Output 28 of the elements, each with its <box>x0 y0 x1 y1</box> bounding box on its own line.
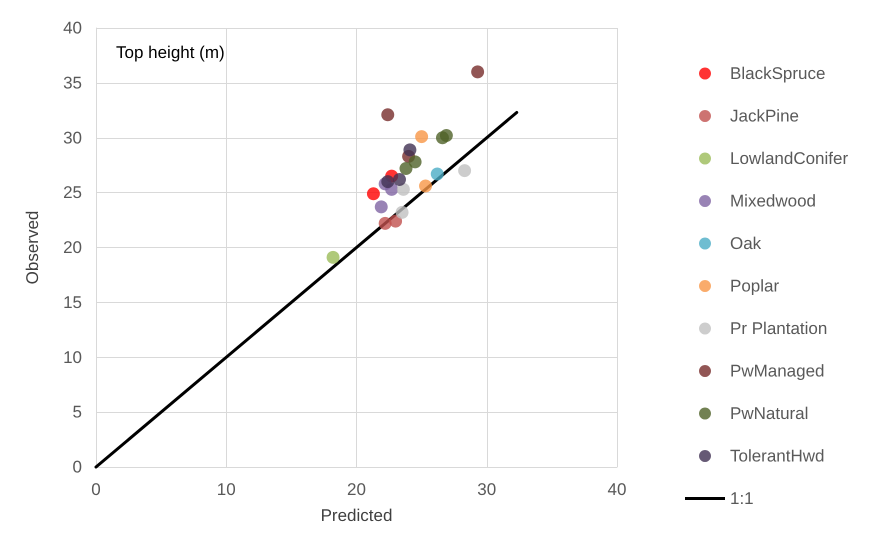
legend-label: Oak <box>730 234 762 253</box>
x-axis-title: Predicted <box>320 506 392 525</box>
y-tick-label: 40 <box>63 18 82 38</box>
x-tick-label: 0 <box>91 480 101 499</box>
legend-label: Poplar <box>730 276 780 296</box>
legend-label: LowlandConifer <box>730 149 848 168</box>
legend-label: Mixedwood <box>730 192 816 210</box>
legend-label: BlackSpruce <box>730 64 826 83</box>
y-tick-label: 30 <box>63 128 82 148</box>
y-tick-label: 25 <box>63 183 82 202</box>
y-axis-title: Observed <box>23 210 42 284</box>
legend-label: PwNatural <box>730 404 808 423</box>
legend-label: JackPine <box>730 106 799 126</box>
x-tick-label: 20 <box>347 480 366 499</box>
y-tick-label: 0 <box>72 458 82 476</box>
x-tick-label: 30 <box>477 480 496 499</box>
y-tick-label: 5 <box>72 402 82 422</box>
y-tick-label: 15 <box>63 292 82 312</box>
y-tick-label: 20 <box>63 238 82 257</box>
x-tick-label: 40 <box>608 480 626 499</box>
annotation: Top height (m) <box>116 43 225 62</box>
legend-label: Pr Plantation <box>730 319 828 338</box>
legend-label: TolerantHwd <box>730 446 824 466</box>
legend-label: 1:1 <box>730 489 754 508</box>
legend-label: PwManaged <box>730 362 825 380</box>
y-tick-label: 35 <box>63 73 82 92</box>
x-tick-label: 10 <box>216 480 236 499</box>
y-tick-label: 10 <box>63 348 82 367</box>
